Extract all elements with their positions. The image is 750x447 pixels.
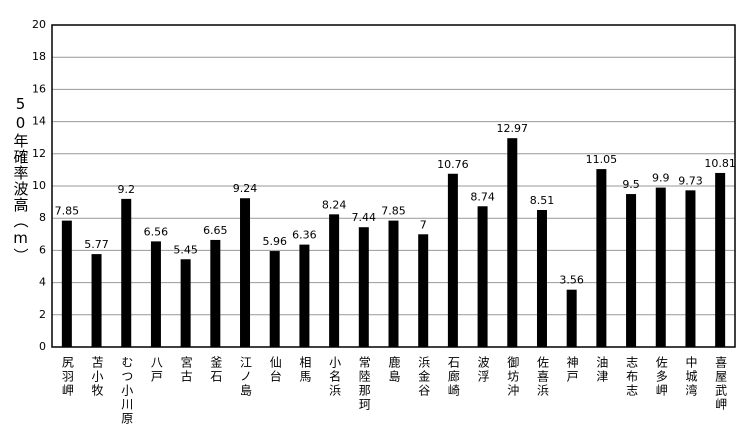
x-tick-label: 浜金谷 <box>417 356 431 398</box>
bar <box>596 169 607 347</box>
data-label: 5.45 <box>173 243 198 256</box>
bar <box>447 173 458 347</box>
bar <box>150 241 161 347</box>
bar <box>685 190 696 347</box>
bar <box>626 194 637 347</box>
bar <box>269 251 280 347</box>
x-tick-label: 中城湾 <box>684 355 698 398</box>
bar <box>180 259 191 347</box>
x-tick-label: 油津 <box>595 356 609 384</box>
bar <box>299 244 310 347</box>
x-tick-label: 宮古 <box>179 355 193 384</box>
y-tick-label: 6 <box>39 243 46 256</box>
y-tick-label: 4 <box>39 276 46 289</box>
x-tick-label: 波浮 <box>476 356 490 384</box>
x-tick-label: 常陸那珂 <box>357 356 371 412</box>
bar <box>91 254 102 347</box>
bar <box>536 209 547 347</box>
x-tick-label: 佐多岬 <box>654 356 668 398</box>
x-tick-label: 志布志 <box>625 356 639 398</box>
x-tick-label: 仙台 <box>268 356 282 384</box>
data-label: 10.81 <box>704 157 736 170</box>
x-tick-label: 苫小牧 <box>90 356 104 398</box>
y-tick-label: 2 <box>39 308 46 321</box>
bar <box>121 198 132 347</box>
x-tick-label: 江ノ島 <box>239 356 253 398</box>
y-tick-label: 20 <box>32 18 46 31</box>
x-tick-label: 石廊崎 <box>446 356 460 398</box>
y-tick-label: 12 <box>32 147 46 160</box>
data-label: 9.24 <box>233 182 258 195</box>
data-label: 7.85 <box>381 205 406 218</box>
bar <box>418 234 429 347</box>
data-label: 7 <box>420 218 427 231</box>
x-tick-label: 喜屋武岬 <box>714 356 728 412</box>
bar <box>388 220 399 347</box>
data-label: 5.96 <box>262 235 287 248</box>
data-label: 11.05 <box>586 153 618 166</box>
x-tick-label: 鹿島 <box>387 355 401 384</box>
x-tick-label: 小名浜 <box>328 356 342 398</box>
x-tick-label: 釜石 <box>209 355 223 384</box>
y-tick-label: 18 <box>32 50 46 63</box>
bar <box>566 289 577 347</box>
data-label: 6.36 <box>292 229 317 242</box>
data-label: 8.74 <box>470 190 495 203</box>
bar <box>61 220 72 347</box>
x-tick-label: 尻羽岬 <box>60 356 74 398</box>
y-axis-label: 50年確率波高（m） <box>12 95 30 264</box>
data-label: 9.9 <box>652 172 670 185</box>
x-tick-label: 八戸 <box>149 356 163 384</box>
bar <box>715 172 726 347</box>
data-label: 10.76 <box>437 158 469 171</box>
data-label: 9.73 <box>678 174 703 187</box>
x-tick-label: 神戸 <box>565 356 579 384</box>
data-label: 6.65 <box>203 224 228 237</box>
x-tick-label: 御坊沖 <box>506 355 520 398</box>
y-tick-label: 10 <box>32 179 46 192</box>
y-tick-label: 0 <box>39 340 46 353</box>
bar <box>329 214 340 347</box>
data-label: 9.5 <box>622 178 640 191</box>
bar <box>507 138 518 347</box>
data-label: 8.24 <box>322 198 347 211</box>
data-label: 3.56 <box>559 274 584 287</box>
y-tick-label: 8 <box>39 211 46 224</box>
data-label: 8.51 <box>530 194 555 207</box>
x-tick-label: むつ小川原 <box>120 356 134 426</box>
data-label: 5.77 <box>84 238 109 251</box>
bar <box>358 227 369 347</box>
data-label: 9.2 <box>117 183 135 196</box>
y-tick-label: 16 <box>32 82 46 95</box>
y-tick-label: 14 <box>32 115 46 128</box>
data-label: 6.56 <box>144 225 169 238</box>
bar <box>655 187 666 347</box>
bar <box>477 206 488 347</box>
data-label: 7.44 <box>352 211 377 224</box>
data-label: 12.97 <box>497 122 529 135</box>
data-label: 7.85 <box>55 205 80 218</box>
x-tick-label: 佐喜浜 <box>535 356 549 398</box>
bar <box>210 239 221 347</box>
x-tick-label: 相馬 <box>298 356 312 384</box>
bar <box>240 198 251 347</box>
